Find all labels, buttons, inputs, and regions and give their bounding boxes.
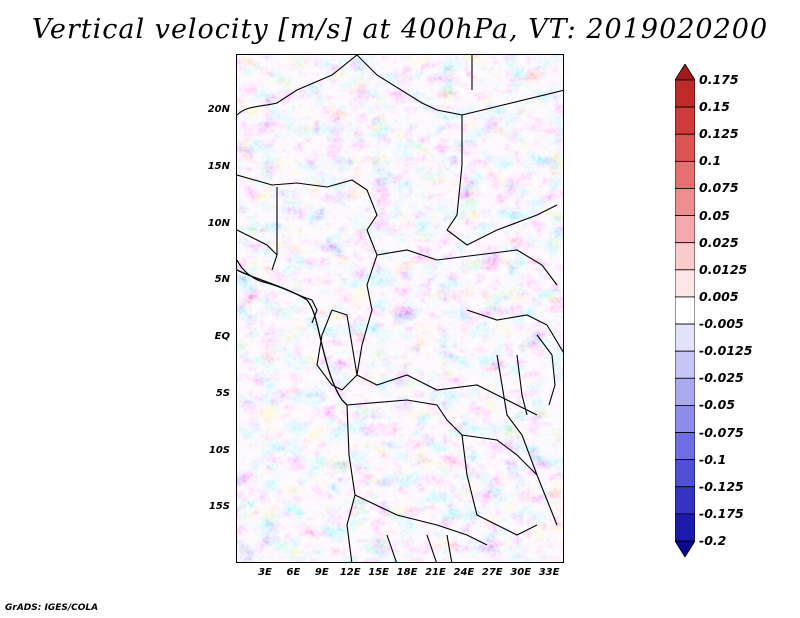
colorbar-swatch: [675, 323, 695, 352]
contour-texture: [237, 55, 563, 562]
lat-tick-label: 10N: [207, 217, 230, 229]
colorbar-label: -0.125: [699, 478, 744, 494]
colorbar-swatch: [675, 133, 695, 162]
lat-tick-label: 15N: [207, 160, 230, 172]
colorbar-label: -0.2: [699, 533, 727, 548]
lat-tick-label: 15S: [208, 501, 230, 513]
colorbar-label: 0.175: [699, 72, 739, 87]
lon-tick-label: 6E: [286, 567, 301, 578]
colorbar-swatch: [675, 459, 695, 488]
colorbar-label: 0.1: [699, 153, 722, 169]
colorbar-label: 0.15: [699, 99, 730, 115]
colorbar-label: -0.075: [699, 424, 744, 440]
colorbar-swatch: [675, 296, 695, 325]
colorbar-label: 0.125: [699, 126, 739, 142]
colorbar-label: -0.05: [699, 397, 736, 413]
colorbar-label: 0.005: [699, 288, 739, 304]
footer-credit: GrADS: IGES/COLA: [5, 603, 99, 613]
colorbar-label: 0.025: [699, 234, 739, 250]
country-borders: [237, 55, 563, 562]
colorbar-swatch: [675, 377, 695, 406]
lon-tick-label: 27E: [481, 567, 503, 578]
velocity-field: [237, 55, 563, 562]
colorbar-swatch: [675, 513, 695, 542]
lon-tick-label: 24E: [453, 567, 475, 578]
colorbar-swatch: [675, 215, 695, 244]
lat-tick-label: EQ: [214, 331, 230, 342]
map-title: Vertical velocity [m/s] at 400hPa, VT: 2…: [31, 14, 769, 45]
lon-tick-label: 18E: [396, 567, 418, 578]
colorbar-swatch: [675, 188, 695, 216]
lon-tick-label: 3E: [258, 567, 272, 578]
colorbar-min-arrow: [675, 540, 695, 557]
coastline: [237, 269, 348, 406]
colorbar-label: -0.175: [699, 505, 744, 521]
colorbar-swatch: [675, 486, 695, 515]
lon-tick-label: 12E: [339, 567, 361, 578]
colorbar-swatch: [675, 405, 695, 433]
colorbar-label: 0.05: [699, 207, 730, 223]
colorbar-label: -0.025: [699, 370, 744, 386]
lat-tick-label: 5S: [215, 387, 230, 399]
colorbar-swatch: [675, 350, 695, 379]
colorbar-max-arrow: [675, 64, 695, 81]
colorbar-label: -0.005: [699, 316, 744, 332]
lon-tick-label: 33E: [538, 567, 560, 578]
colorbar-swatch: [675, 269, 695, 298]
lon-tick-label: 9E: [314, 567, 329, 578]
colorbar-swatch: [675, 79, 695, 108]
lat-tick-label: 5N: [214, 274, 230, 286]
colorbar-label: 0.0125: [699, 261, 748, 277]
colorbar-label: 0.075: [699, 180, 739, 196]
colorbar-label: -0.1: [699, 451, 727, 467]
colorbar-swatch: [675, 242, 695, 271]
colorbar-swatch: [675, 106, 695, 135]
lat-tick-label: 10S: [208, 444, 230, 456]
colorbar-swatch: [675, 432, 695, 461]
colorbar-swatch: [675, 160, 695, 189]
map-plot-area: [236, 54, 564, 563]
lon-tick-label: 30E: [510, 567, 532, 578]
lon-tick-label: 21E: [425, 567, 446, 578]
colorbar-label: -0.0125: [699, 343, 753, 359]
lat-tick-label: 20N: [207, 104, 230, 115]
colorbar: [675, 64, 695, 557]
lon-tick-label: 15E: [368, 567, 389, 578]
